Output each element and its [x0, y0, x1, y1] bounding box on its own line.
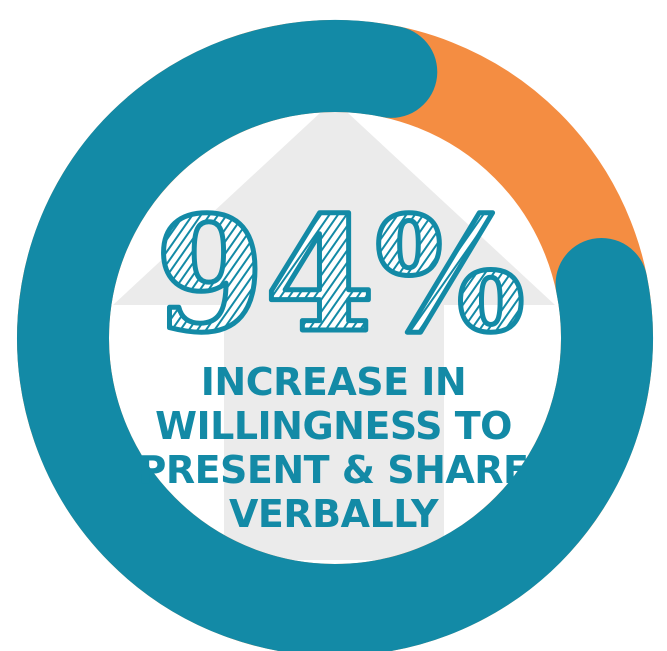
caption-line-4: VERBALLY	[228, 492, 439, 536]
caption-line-3: PRESENT & SHARE	[138, 448, 529, 492]
caption-line-2: WILLINGNESS TO	[155, 404, 512, 448]
center-caption: INCREASE IN WILLINGNESS TO PRESENT & SHA…	[0, 360, 667, 536]
donut-slice-main	[17, 20, 653, 651]
center-value: 94%	[155, 183, 525, 368]
donut-ring	[17, 20, 653, 651]
up-arrow-icon	[113, 100, 555, 560]
caption-line-1: INCREASE IN	[200, 360, 467, 404]
